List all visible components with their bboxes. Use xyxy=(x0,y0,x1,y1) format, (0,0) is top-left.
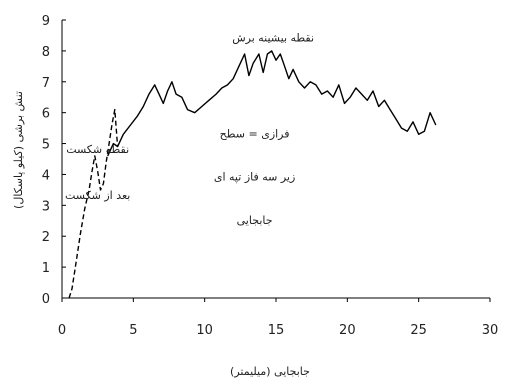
dashed-series-line xyxy=(68,108,119,299)
y-axis-label: تنش برشی (کیلو پاسکال) xyxy=(12,91,25,209)
series xyxy=(68,50,437,299)
y-tick-label: 1 xyxy=(42,261,50,276)
y-tick-label: 8 xyxy=(42,45,50,60)
x-tick-label: 10 xyxy=(196,323,213,338)
x-tick-label: 5 xyxy=(129,323,137,338)
y-tick-label: 6 xyxy=(42,107,50,122)
x-tick-label: 30 xyxy=(482,323,499,338)
ticks: 0 1 2 3 4 5 6 7 8 9 0 5 10 15 20 25 30 xyxy=(42,14,499,338)
y-tick-label: 0 xyxy=(42,292,50,307)
x-tick-label: 15 xyxy=(268,323,285,338)
solid-series-line xyxy=(107,50,437,157)
x-tick-label: 20 xyxy=(339,323,356,338)
annotation-label: جابجایی xyxy=(237,214,273,227)
x-tick-label: 25 xyxy=(410,323,427,338)
y-tick-label: 4 xyxy=(42,168,50,183)
x-tick-label: 0 xyxy=(58,323,66,338)
y-tick-label: 7 xyxy=(42,76,50,91)
annotation-label: زیر سه فاز تپه ای xyxy=(214,171,295,184)
annotation-label: بعد از شکست xyxy=(65,189,130,202)
y-tick-label: 9 xyxy=(42,14,50,29)
y-tick-label: 5 xyxy=(42,138,50,153)
y-tick-label: 2 xyxy=(42,230,50,245)
y-tick-label: 3 xyxy=(42,199,50,214)
axes xyxy=(61,20,490,299)
annotation-label: فرازی = سطح xyxy=(220,127,290,140)
annotation-label: نقطه شکست xyxy=(66,143,129,156)
annotations: نقطه بیشینه برش نقطه شکست بعد از شکست فرازی… xyxy=(65,32,314,227)
x-axis-label: جابجایی (میلیمتر) xyxy=(230,365,310,378)
annotation-label: نقطه بیشینه برش xyxy=(232,32,314,45)
